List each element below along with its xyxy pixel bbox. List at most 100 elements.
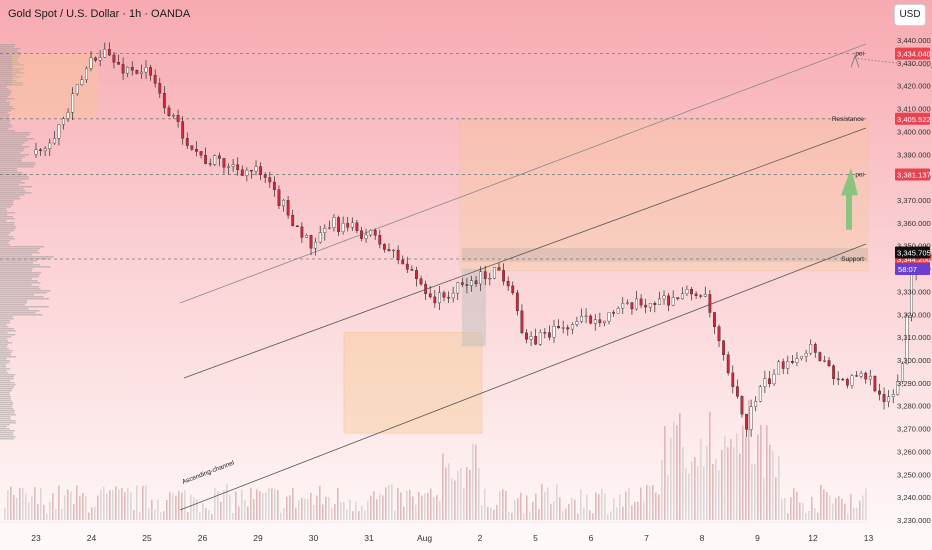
volume-profile-bar	[0, 46, 15, 48]
volume-bar	[721, 450, 723, 520]
volume-bar	[124, 492, 126, 520]
volume-bar	[715, 459, 717, 520]
candle-down	[841, 378, 845, 381]
volume-bar	[232, 513, 234, 520]
volume-bar	[601, 488, 603, 520]
volume-profile-bar	[0, 208, 7, 210]
volume-bar	[379, 493, 381, 520]
candle-up	[621, 303, 625, 309]
volume-profile	[0, 44, 54, 440]
volume-bar	[208, 510, 210, 520]
price-tick-label: 3,430.000	[897, 59, 931, 68]
volume-profile-bar	[0, 70, 20, 72]
candle-up	[887, 396, 891, 402]
price-axis[interactable]: 3,440.0003,430.0003,420.0003,410.0003,40…	[868, 30, 932, 525]
volume-bar	[520, 492, 522, 520]
candle-down	[447, 297, 450, 299]
candle-down	[460, 282, 464, 285]
volume-bar	[205, 507, 207, 520]
candle-up	[749, 406, 753, 430]
volume-profile-bar	[0, 324, 7, 326]
volume-profile-bar	[0, 82, 23, 84]
candle-down	[790, 361, 794, 363]
volume-bar	[451, 478, 453, 520]
volume-profile-bar	[0, 172, 23, 174]
volume-bar	[355, 501, 357, 520]
volume-bar	[859, 500, 861, 520]
volume-bar	[424, 493, 426, 520]
volume-profile-bar	[0, 104, 10, 106]
price-tick-label: 3,420.000	[897, 82, 931, 91]
channel-label: Ascending-channel	[181, 459, 236, 486]
volume-profile-bar	[0, 78, 14, 80]
volume-profile-bar	[0, 412, 15, 414]
volume-profile-bar	[0, 178, 29, 180]
candle-down	[832, 365, 836, 379]
candle-up	[593, 319, 597, 324]
candle-up	[57, 124, 61, 139]
volume-profile-bar	[0, 152, 21, 154]
volume-bar	[445, 467, 447, 520]
candle-down	[548, 332, 551, 338]
candle-up	[658, 298, 661, 305]
volume-profile-bar	[0, 338, 8, 340]
volume-bar	[148, 508, 150, 520]
volume-profile-bar	[0, 348, 9, 350]
time-tick-label: 9	[755, 533, 760, 543]
volume-profile-bar	[0, 376, 14, 378]
volume-bar	[619, 494, 621, 520]
currency-selector[interactable]: USD	[894, 4, 926, 26]
volume-profile-bar	[0, 362, 10, 364]
time-tick-label: 12	[808, 533, 818, 543]
candle-down	[717, 326, 721, 342]
volume-bar	[811, 496, 813, 520]
volume-bar	[235, 491, 237, 520]
volume-bar	[43, 504, 45, 520]
volume-bar	[160, 512, 162, 520]
volume-bar	[574, 499, 576, 520]
volume-profile-bar	[0, 438, 14, 440]
candle-up	[341, 223, 345, 232]
volume-profile-bar	[0, 134, 30, 136]
volume-bar	[724, 436, 726, 520]
volume-bar	[703, 466, 705, 520]
candle-down	[378, 235, 382, 245]
volume-profile-bar	[0, 406, 13, 408]
demand-zone-box	[343, 332, 483, 434]
channel-lower-line	[179, 243, 867, 511]
candle-up	[795, 358, 799, 363]
level-label: poi	[855, 172, 864, 179]
volume-profile-bar	[0, 262, 34, 264]
volume-bar	[325, 496, 327, 520]
volume-bar	[844, 503, 846, 520]
price-tick-label: 3,370.000	[897, 196, 931, 205]
candle-up	[868, 375, 872, 380]
supply-zone-box	[12, 53, 98, 120]
volume-bar	[745, 437, 747, 520]
volume-profile-bar	[0, 64, 25, 66]
volume-bar	[559, 497, 561, 520]
volume-bar	[682, 447, 684, 520]
volume-profile-bar	[0, 422, 16, 424]
volume-profile-bar	[0, 300, 28, 302]
volume-bar	[598, 493, 600, 520]
volume-bar	[49, 502, 51, 520]
volume-profile-bar	[0, 198, 21, 200]
candle-down	[639, 298, 643, 306]
volume-profile-bar	[0, 256, 54, 258]
time-axis[interactable]: 23 24 25 26 29 30 31 Aug 2 5 6 7 8 9 12 13	[0, 521, 873, 543]
candle-up	[89, 57, 93, 69]
volume-profile-bar	[0, 156, 26, 158]
volume-bar	[673, 421, 675, 520]
volume-bar	[22, 487, 24, 520]
volume-bar	[823, 489, 825, 520]
candle-up	[332, 217, 336, 228]
volume-profile-bar	[0, 322, 11, 324]
volume-bar	[340, 502, 342, 520]
volume-bar	[295, 507, 297, 520]
volume-bar	[415, 504, 417, 520]
candle-up	[607, 312, 611, 322]
volume-bar	[199, 512, 201, 520]
volume-bar	[229, 494, 231, 520]
